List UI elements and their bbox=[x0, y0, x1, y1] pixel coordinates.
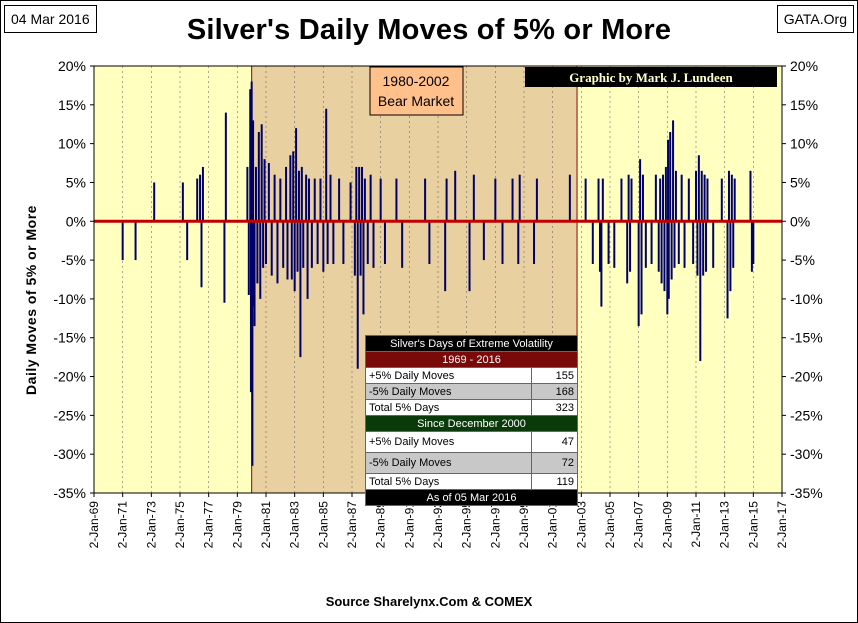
y-tick-label-left: -25% bbox=[53, 407, 86, 423]
x-tick-label: 2-Jan-07 bbox=[632, 501, 646, 549]
row-label: Total 5% Days bbox=[364, 473, 533, 490]
y-tick-label-left: -30% bbox=[53, 446, 86, 462]
table-asof: As of 05 Mar 2016 bbox=[365, 489, 578, 506]
y-tick-label-left: -15% bbox=[53, 330, 86, 346]
y-tick-label-left: -35% bbox=[53, 485, 86, 501]
y-tick-label-right: -15% bbox=[790, 330, 823, 346]
table-row: +5% Daily Moves 47 bbox=[364, 431, 578, 453]
row-value: 47 bbox=[531, 431, 578, 453]
x-tick-label: 2-Jan-01 bbox=[546, 501, 560, 549]
x-tick-label: 2-Jan-13 bbox=[718, 501, 732, 549]
x-tick-label: 2-Jan-75 bbox=[173, 501, 187, 549]
x-tick-label: 2-Jan-93 bbox=[431, 501, 445, 549]
row-value: 323 bbox=[531, 399, 578, 416]
y-tick-label-left: 15% bbox=[58, 97, 86, 113]
y-tick-label-left: 5% bbox=[66, 174, 86, 190]
y-tick-label-right: -20% bbox=[790, 369, 823, 385]
x-tick-label: 2-Jan-99 bbox=[517, 501, 531, 549]
row-value: 119 bbox=[531, 473, 578, 490]
row-label: Total 5% Days bbox=[364, 399, 533, 416]
row-label: -5% Daily Moves bbox=[364, 452, 533, 474]
x-tick-label: 2-Jan-17 bbox=[775, 501, 789, 549]
y-tick-label-right: -35% bbox=[790, 485, 823, 501]
x-tick-label: 2-Jan-15 bbox=[746, 501, 760, 549]
row-label: +5% Daily Moves bbox=[364, 367, 533, 384]
x-tick-label: 2-Jan-73 bbox=[144, 501, 158, 549]
credit-label: Graphic by Mark J. Lundeen bbox=[525, 67, 777, 87]
bear-market-label: 1980-2002 Bear Market bbox=[369, 66, 464, 116]
x-tick-label: 2-Jan-05 bbox=[603, 501, 617, 549]
y-tick-label-right: 5% bbox=[790, 174, 810, 190]
x-tick-label: 2-Jan-81 bbox=[259, 501, 273, 549]
x-tick-label: 2-Jan-91 bbox=[402, 501, 416, 549]
bar-layer bbox=[121, 81, 755, 466]
y-tick-label-right: -25% bbox=[790, 407, 823, 423]
x-tick-label: 2-Jan-85 bbox=[316, 501, 330, 549]
y-tick-label-left: 20% bbox=[58, 58, 86, 74]
row-label: +5% Daily Moves bbox=[364, 431, 533, 453]
site-label: GATA.Org bbox=[776, 5, 854, 33]
y-tick-label-right: 15% bbox=[790, 97, 818, 113]
x-tick-label: 2-Jan-95 bbox=[460, 501, 474, 549]
chart-title: Silver's Daily Moves of 5% or More bbox=[186, 14, 672, 46]
table-row: Total 5% Days 119 bbox=[364, 473, 578, 490]
y-tick-label-right: 0% bbox=[790, 213, 810, 229]
table-row: +5% Daily Moves 155 bbox=[364, 367, 578, 384]
table-title: Silver's Days of Extreme Volatility bbox=[365, 335, 578, 352]
table-period1: 1969 - 2016 bbox=[365, 351, 578, 368]
row-value: 155 bbox=[531, 367, 578, 384]
x-tick-label: 2-Jan-97 bbox=[488, 501, 502, 549]
row-value: 72 bbox=[531, 452, 578, 474]
credit-text: Graphic by Mark J. Lundeen bbox=[569, 70, 733, 85]
volatility-table: Silver's Days of Extreme Volatility 1969… bbox=[364, 335, 578, 506]
x-tick-label: 2-Jan-11 bbox=[689, 501, 703, 548]
x-tick-label: 2-Jan-77 bbox=[202, 501, 216, 549]
x-tick-label: 2-Jan-03 bbox=[574, 501, 588, 549]
y-ticks-left: 20% 15% 10% 5% 0% -5% -10% -15% -20% -25% -30% -35% bbox=[53, 58, 94, 501]
row-value: 168 bbox=[531, 383, 578, 400]
y-tick-label-right: 10% bbox=[790, 136, 818, 152]
row-label: -5% Daily Moves bbox=[364, 383, 533, 400]
bear-market-label-line2: Bear Market bbox=[378, 93, 454, 109]
x-tick-label: 2-Jan-69 bbox=[87, 501, 101, 549]
y-tick-label-right: 20% bbox=[790, 58, 818, 74]
y-tick-label-right: -5% bbox=[790, 252, 815, 268]
x-tick-label: 2-Jan-87 bbox=[345, 501, 359, 549]
date-label: 04 Mar 2016 bbox=[4, 5, 97, 33]
y-ticks-right: 20% 15% 10% 5% 0% -5% -10% -15% -20% -25% -30% -35% bbox=[782, 58, 823, 501]
bear-market-label-line1: 1980-2002 bbox=[383, 73, 450, 89]
table-row: -5% Daily Moves 168 bbox=[364, 383, 578, 400]
y-tick-label-left: 0% bbox=[66, 213, 86, 229]
x-tick-label: 2-Jan-83 bbox=[288, 501, 302, 549]
y-tick-label-right: -10% bbox=[790, 291, 823, 307]
y-tick-label-right: -30% bbox=[790, 446, 823, 462]
y-tick-label-left: -20% bbox=[53, 369, 86, 385]
y-tick-label-left: -5% bbox=[61, 252, 86, 268]
x-tick-label: 2-Jan-09 bbox=[660, 501, 674, 549]
x-tick-label: 2-Jan-89 bbox=[374, 501, 388, 549]
source-footer: Source Sharelynx.Com & COMEX bbox=[325, 594, 533, 609]
y-tick-label-left: -10% bbox=[53, 291, 86, 307]
x-tick-label: 2-Jan-79 bbox=[230, 501, 244, 549]
table-row: Total 5% Days 323 bbox=[364, 399, 578, 416]
table-row: -5% Daily Moves 72 bbox=[364, 452, 578, 474]
x-tick-label: 2-Jan-71 bbox=[116, 501, 130, 549]
y-tick-label-left: 10% bbox=[58, 136, 86, 152]
table-period2: Since December 2000 bbox=[365, 415, 578, 432]
